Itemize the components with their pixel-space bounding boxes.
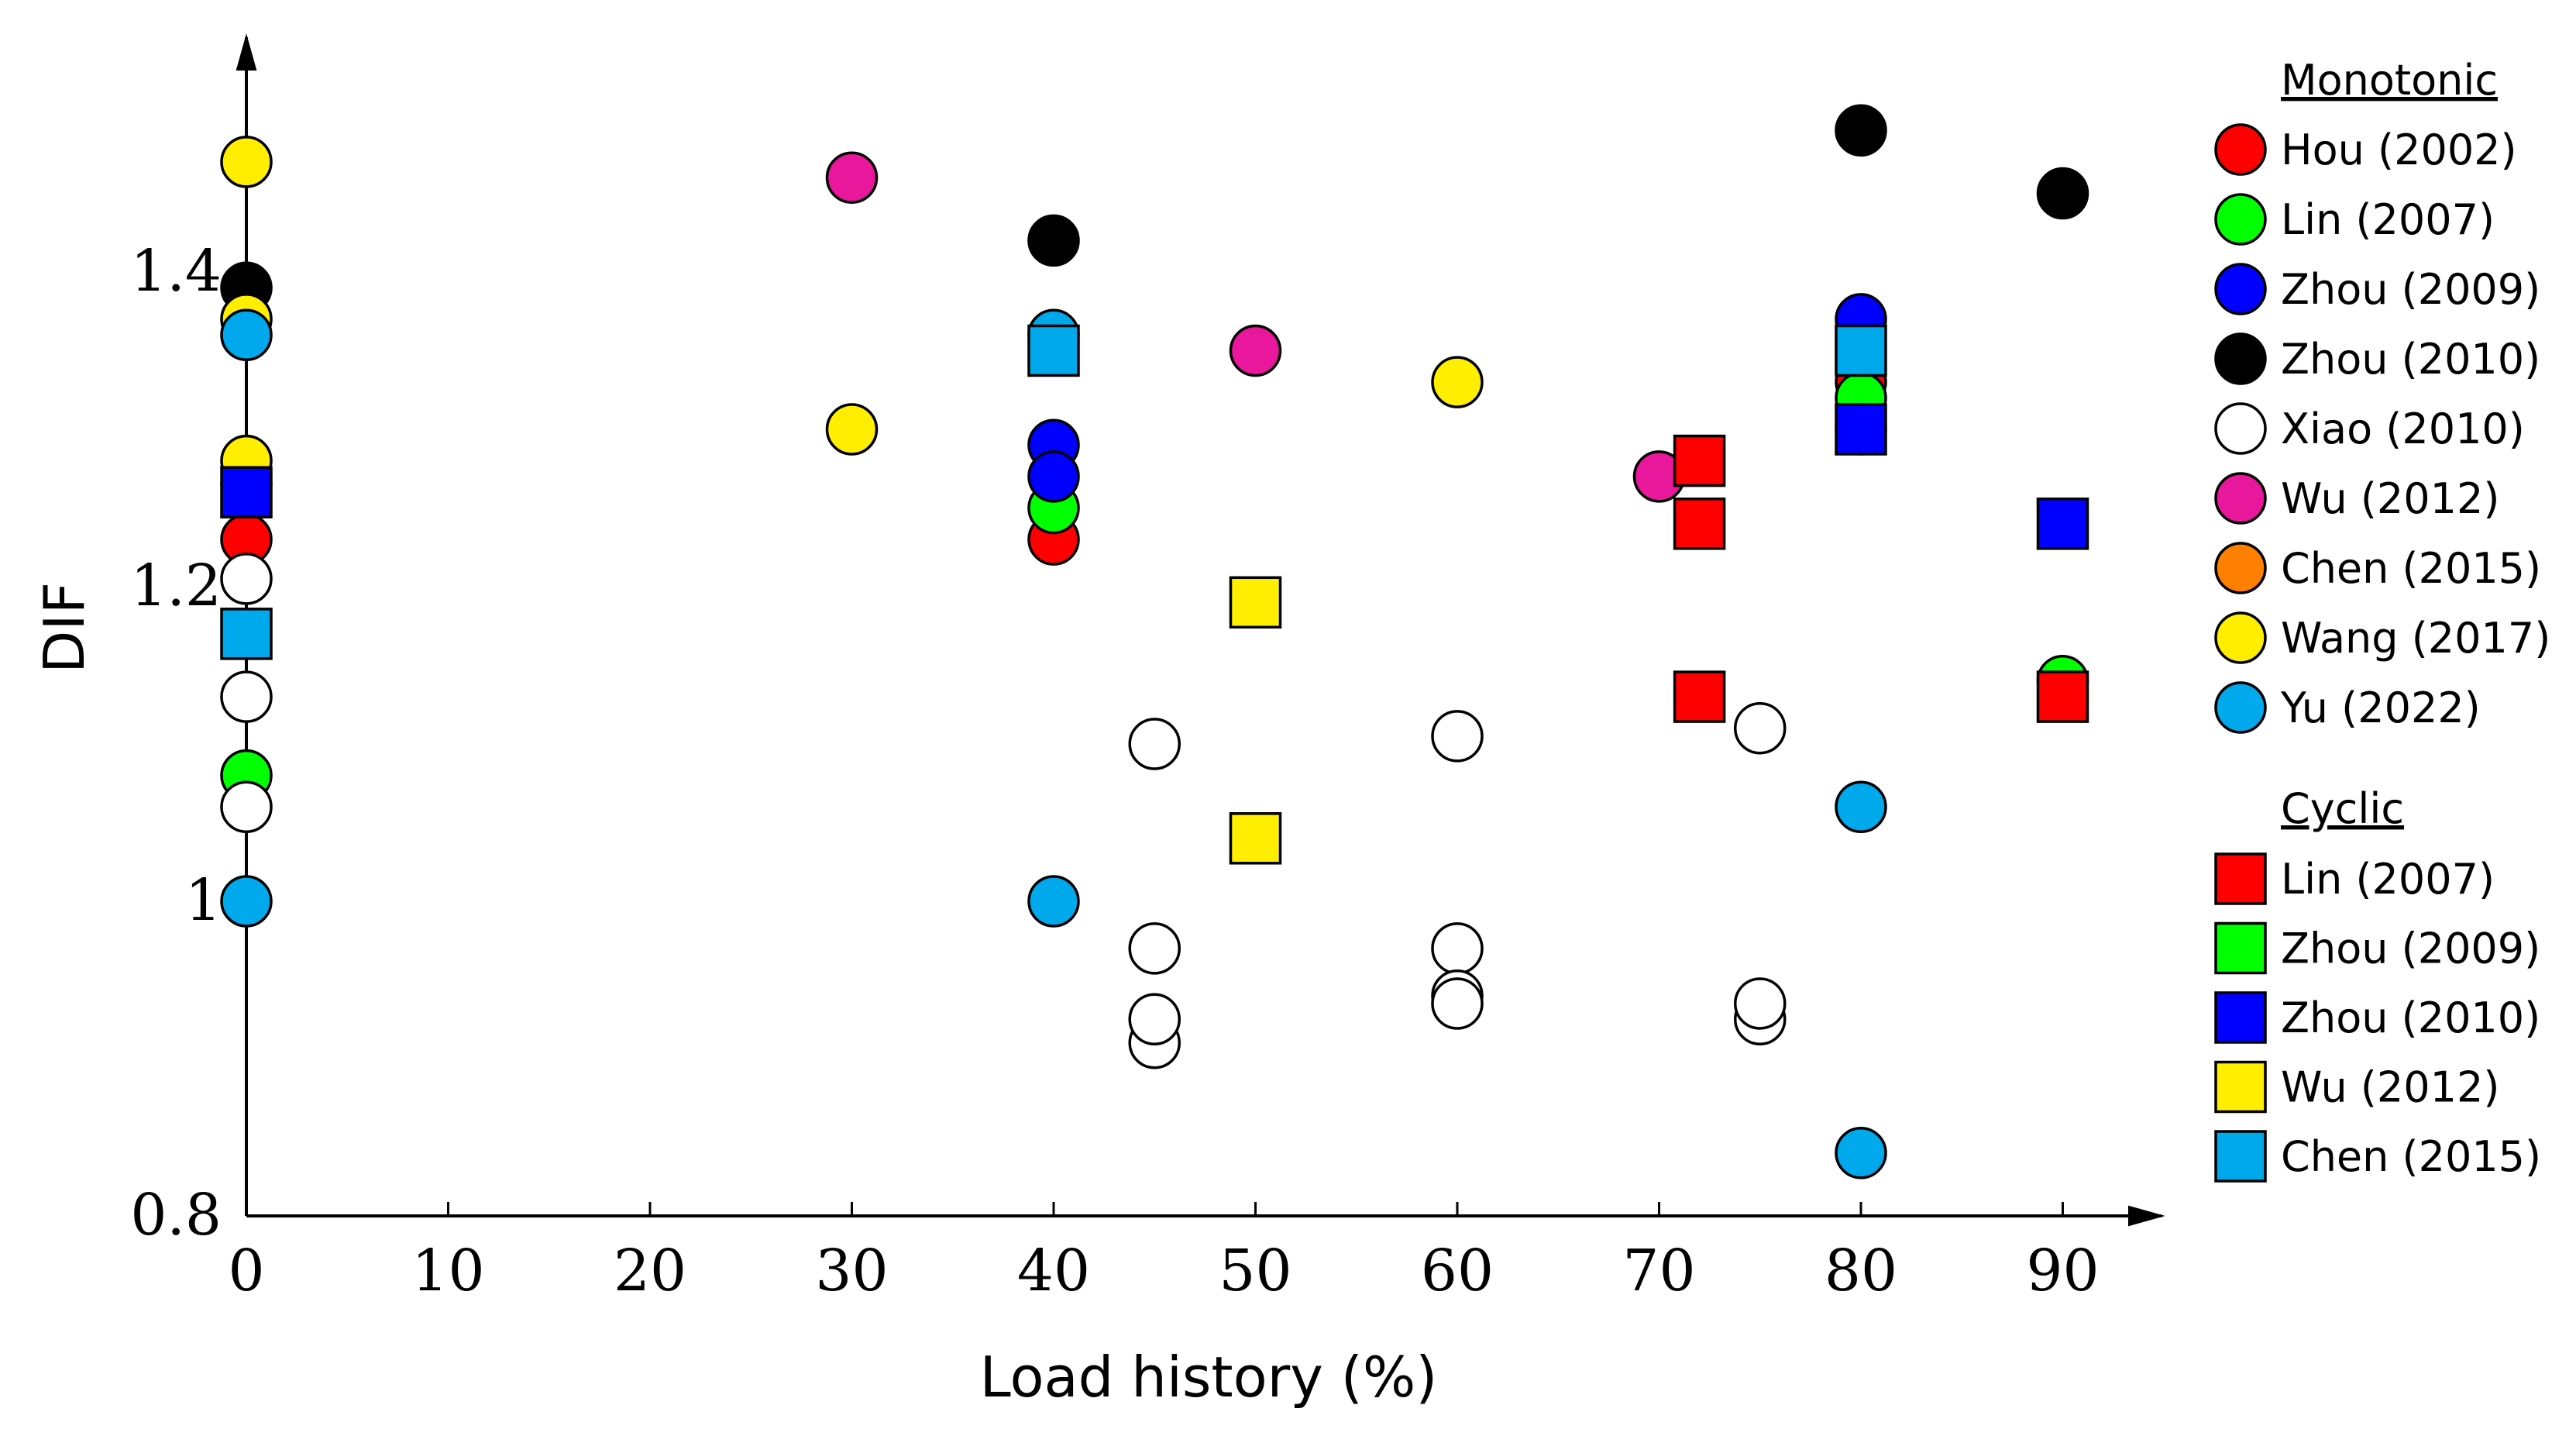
x-tick-label: 0	[228, 1238, 264, 1304]
y-tick-label: 1	[185, 867, 222, 934]
x-tick-label: 80	[1825, 1238, 1897, 1304]
point-cyclic-lin-2007	[1673, 498, 1726, 550]
data-points	[220, 104, 2089, 1179]
point-cyclic-chen-2015	[1835, 324, 1887, 377]
x-tick-label: 90	[2026, 1238, 2099, 1304]
legend-label-cyclic-zhou-2010: Zhou (2010)	[2281, 993, 2540, 1042]
point-monotonic-xiao-2010	[220, 553, 273, 605]
legend-marker-monotonic-chen-2015	[2214, 542, 2267, 594]
legend-marker-cyclic-zhou-2009	[2214, 921, 2267, 975]
legend-label-monotonic-wang-2017: Wang (2017)	[2281, 614, 2550, 663]
legend-marker-monotonic-zhou-2010	[2214, 332, 2267, 385]
point-cyclic-zhou-2010	[1835, 403, 1887, 456]
point-monotonic-zhou-2009	[1027, 450, 1080, 503]
axes	[236, 33, 2165, 1227]
legend-marker-monotonic-hou-2002	[2214, 123, 2267, 176]
point-monotonic-yu-2022	[220, 308, 273, 361]
legend-marker-cyclic-lin-2007	[2214, 852, 2267, 905]
x-tick-label: 40	[1017, 1238, 1090, 1304]
point-cyclic-lin-2007	[1673, 670, 1726, 723]
legend-label-monotonic-zhou-2009: Zhou (2009)	[2281, 265, 2540, 314]
legend-label-monotonic-yu-2022: Yu (2022)	[2280, 684, 2481, 732]
point-monotonic-wang-2017	[1431, 356, 1484, 408]
legend-marker-cyclic-wu-2012	[2214, 1060, 2267, 1114]
legend-label-monotonic-lin-2007: Lin (2007)	[2281, 195, 2495, 244]
legend-label-cyclic-chen-2015: Chen (2015)	[2281, 1132, 2541, 1181]
legend-label-monotonic-chen-2015: Chen (2015)	[2281, 544, 2541, 593]
point-monotonic-zhou-2010	[1027, 214, 1080, 267]
point-monotonic-zhou-2010	[2036, 167, 2089, 220]
legend-label-monotonic-xiao-2010: Xiao (2010)	[2281, 405, 2525, 453]
legend-title-monotonic: Monotonic	[2281, 56, 2498, 105]
point-monotonic-yu-2022	[1835, 1127, 1887, 1179]
point-cyclic-lin-2007	[2036, 670, 2089, 723]
legend-marker-monotonic-wu-2012	[2214, 472, 2267, 525]
point-cyclic-zhou-2010	[220, 466, 273, 518]
point-monotonic-zhou-2010	[1835, 104, 1887, 157]
legend: Monotonic Cyclic Hou (2002) Lin (2007) Zhou …	[2214, 56, 2550, 1183]
point-cyclic-zhou-2010	[2036, 498, 2089, 550]
legend-title-cyclic: Cyclic	[2281, 784, 2404, 833]
point-monotonic-yu-2022	[220, 875, 273, 928]
point-monotonic-xiao-2010	[220, 670, 273, 723]
legend-label-cyclic-lin-2007: Lin (2007)	[2281, 855, 2495, 904]
legend-label-monotonic-hou-2002: Hou (2002)	[2281, 126, 2517, 174]
point-monotonic-wu-2012	[1229, 324, 1282, 377]
point-monotonic-xiao-2010	[1431, 710, 1484, 763]
point-monotonic-xiao-2010	[1734, 701, 1787, 755]
legend-marker-cyclic-zhou-2010	[2214, 991, 2267, 1044]
legend-marker-monotonic-yu-2022	[2214, 681, 2267, 734]
point-monotonic-xiao-2010	[220, 780, 273, 833]
legend-marker-monotonic-xiao-2010	[2214, 402, 2267, 455]
point-monotonic-xiao-2010	[1734, 977, 1787, 1030]
point-monotonic-xiao-2010	[1431, 977, 1484, 1030]
point-cyclic-lin-2007	[1673, 434, 1726, 487]
legend-marker-monotonic-lin-2007	[2214, 193, 2267, 246]
point-cyclic-chen-2015	[1027, 324, 1080, 377]
legend-marker-cyclic-chen-2015	[2214, 1130, 2267, 1183]
x-tick-label: 10	[411, 1238, 484, 1304]
x-tick-label: 20	[614, 1238, 686, 1304]
y-tick-label: 0.8	[130, 1182, 222, 1248]
x-axis-label: Load history (%)	[980, 1345, 1438, 1410]
legend-label-monotonic-zhou-2010: Zhou (2010)	[2281, 335, 2540, 384]
x-tick-label: 60	[1421, 1238, 1494, 1304]
x-tick-label: 50	[1219, 1238, 1291, 1304]
y-axis-label: DIF	[32, 582, 97, 673]
y-tick-label: 1.2	[130, 553, 222, 619]
legend-marker-monotonic-wang-2017	[2214, 611, 2267, 664]
point-monotonic-wang-2017	[825, 403, 879, 456]
x-tick-label: 70	[1622, 1238, 1695, 1304]
point-monotonic-xiao-2010	[1128, 718, 1181, 770]
point-monotonic-yu-2022	[1027, 875, 1080, 928]
point-cyclic-wu-2012	[1229, 812, 1282, 865]
legend-label-monotonic-wu-2012: Wu (2012)	[2281, 474, 2499, 523]
point-monotonic-yu-2022	[1835, 780, 1887, 833]
legend-label-cyclic-wu-2012: Wu (2012)	[2281, 1063, 2499, 1112]
point-cyclic-wu-2012	[1229, 576, 1282, 629]
y-tick-label: 1.4	[130, 238, 222, 305]
point-monotonic-wang-2017	[220, 136, 273, 188]
legend-marker-monotonic-zhou-2009	[2214, 263, 2267, 315]
point-monotonic-xiao-2010	[1431, 922, 1484, 975]
point-cyclic-chen-2015	[220, 608, 273, 660]
x-tick-label: 30	[815, 1238, 888, 1304]
legend-label-cyclic-zhou-2009: Zhou (2009)	[2281, 925, 2540, 973]
ticks: 0 10 20 30 40 50 60 70 80 90 0.8 1 1.2 1.4	[130, 238, 2099, 1304]
point-monotonic-xiao-2010	[1128, 922, 1181, 975]
point-monotonic-wu-2012	[825, 151, 879, 204]
point-monotonic-xiao-2010	[1128, 993, 1181, 1045]
